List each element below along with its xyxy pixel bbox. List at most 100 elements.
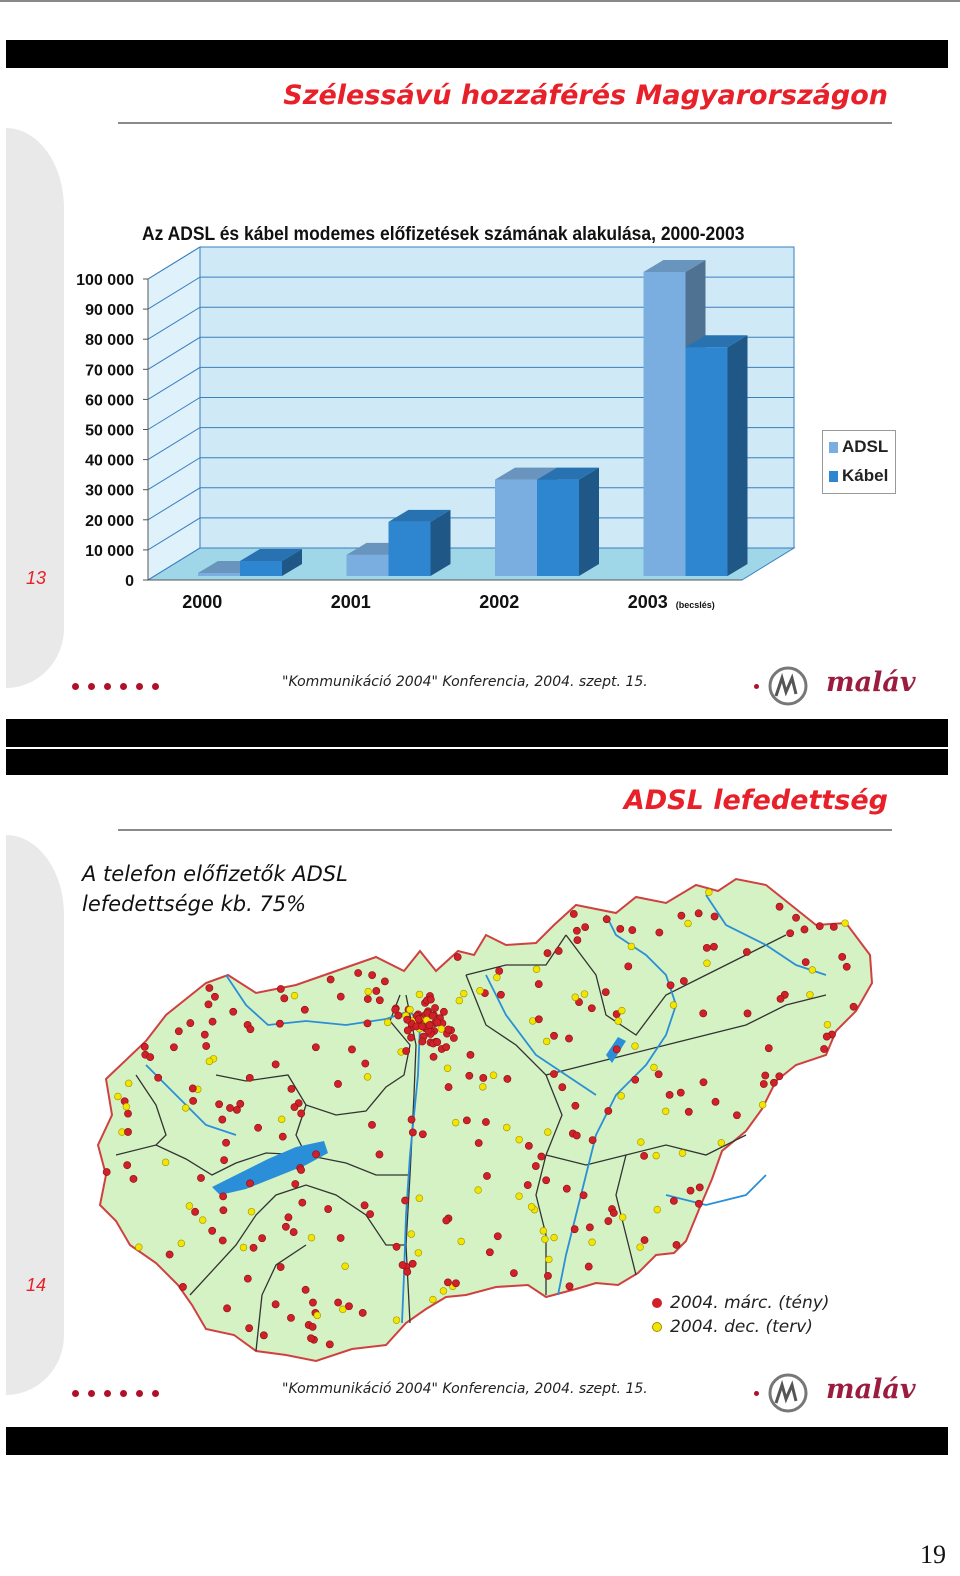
red-dot xyxy=(326,975,335,984)
red-dot xyxy=(429,1052,438,1061)
red-dot xyxy=(677,911,686,920)
bar-adsl-2000 xyxy=(198,572,240,576)
slide-side-panel xyxy=(6,835,64,1395)
red-dot xyxy=(360,1201,369,1210)
red-dot xyxy=(243,1274,252,1283)
red-dot xyxy=(775,1072,784,1081)
bar-kábel-2000 xyxy=(240,560,282,576)
red-dot xyxy=(569,910,578,918)
yellow-dot xyxy=(637,1138,645,1146)
yellow-dot xyxy=(239,1243,248,1252)
yellow-dot xyxy=(618,1213,627,1221)
yellow-dot xyxy=(703,959,711,967)
red-dot xyxy=(800,925,809,934)
red-dot xyxy=(775,902,784,911)
red-dot xyxy=(398,1261,407,1269)
yellow-dot xyxy=(544,1128,552,1136)
red-dot xyxy=(375,1150,384,1159)
footer-dots xyxy=(72,1390,159,1397)
red-dot xyxy=(571,1101,580,1110)
red-dot xyxy=(849,1002,858,1011)
red-dot xyxy=(479,1074,488,1082)
yellow-dot xyxy=(758,1101,767,1109)
y-tick-label: 70 000 xyxy=(85,362,134,379)
red-dot xyxy=(124,1128,132,1136)
gridline xyxy=(147,276,794,310)
bar-kábel-2003 xyxy=(685,347,728,576)
red-dot xyxy=(368,971,377,980)
red-dot xyxy=(609,1209,618,1217)
red-dot xyxy=(694,1199,703,1208)
red-dot xyxy=(523,1181,532,1189)
yellow-dot xyxy=(717,1139,726,1147)
red-dot xyxy=(363,995,372,1003)
red-dot xyxy=(290,1103,299,1112)
yellow-dot xyxy=(515,1192,523,1200)
red-dot xyxy=(654,1070,663,1079)
yellow-dot xyxy=(161,1158,170,1167)
red-dot xyxy=(170,1043,178,1052)
yellow-dot xyxy=(823,1020,832,1029)
red-dot xyxy=(245,1324,254,1333)
yellow-dot xyxy=(392,1316,401,1324)
red-dot xyxy=(695,1183,704,1192)
red-dot xyxy=(439,1007,448,1016)
map-legend: 2004. márc. (tény) 2004. dec. (terv) xyxy=(652,1291,829,1339)
gridline xyxy=(147,246,794,280)
yellow-dot xyxy=(580,990,589,998)
bar-adsl-2001 xyxy=(346,554,389,576)
bar-top xyxy=(643,259,706,272)
red-dot xyxy=(129,1175,138,1183)
yellow-dot xyxy=(455,996,464,1005)
yellow-dot xyxy=(443,1064,452,1072)
red-dot xyxy=(307,1334,315,1343)
yellow-dot xyxy=(415,990,424,999)
red-dot xyxy=(287,1313,295,1322)
gridline xyxy=(147,397,794,430)
red-dot xyxy=(786,929,795,938)
logo-word: maláv xyxy=(826,667,916,698)
red-dot xyxy=(684,1107,693,1116)
red-dot xyxy=(792,913,800,922)
legend-swatch-kabel xyxy=(829,470,838,482)
red-dot xyxy=(401,1196,410,1205)
red-dot xyxy=(829,922,838,931)
red-dot xyxy=(219,1192,228,1201)
yellow-dot xyxy=(124,1079,133,1088)
red-dot xyxy=(842,962,851,971)
legend-label-adsl: ADSL xyxy=(842,437,889,456)
x-tick-note: (becslés) xyxy=(676,600,715,610)
red-dot xyxy=(407,1033,415,1042)
yellow-dot xyxy=(669,1001,678,1009)
red-dot xyxy=(493,1232,502,1241)
yellow-dot xyxy=(476,987,484,995)
yellow-dot xyxy=(135,1243,143,1251)
red-dot xyxy=(759,1080,768,1088)
malev-logo: maláv xyxy=(754,1373,916,1413)
yellow-dot xyxy=(460,989,468,998)
yellow-dot xyxy=(617,1092,625,1100)
red-dot xyxy=(301,1285,310,1294)
y-tick-label: 10 000 xyxy=(85,543,134,560)
yellow-dot xyxy=(661,1107,670,1116)
red-dot xyxy=(123,1161,132,1170)
red-dot xyxy=(402,1047,411,1055)
red-dot xyxy=(336,992,345,1001)
red-dot xyxy=(612,1045,621,1054)
yellow-dot xyxy=(339,1305,347,1314)
chart-title: Az ADSL és kábel modemes előfizetések sz… xyxy=(142,224,745,245)
yellow-dot xyxy=(290,991,299,1000)
red-dot xyxy=(425,1021,434,1029)
red-dot xyxy=(743,1009,752,1018)
red-dot xyxy=(418,1037,427,1046)
red-dot xyxy=(140,1042,149,1051)
yellow-dot xyxy=(205,1057,214,1066)
red-dot xyxy=(669,1196,678,1205)
red-dot xyxy=(380,977,389,986)
red-dot xyxy=(495,967,504,975)
red-dot xyxy=(640,1151,649,1160)
red-dot-icon xyxy=(652,1298,662,1308)
yellow-dot xyxy=(539,1227,548,1235)
red-dot xyxy=(223,1304,231,1313)
red-dot xyxy=(271,1060,280,1069)
